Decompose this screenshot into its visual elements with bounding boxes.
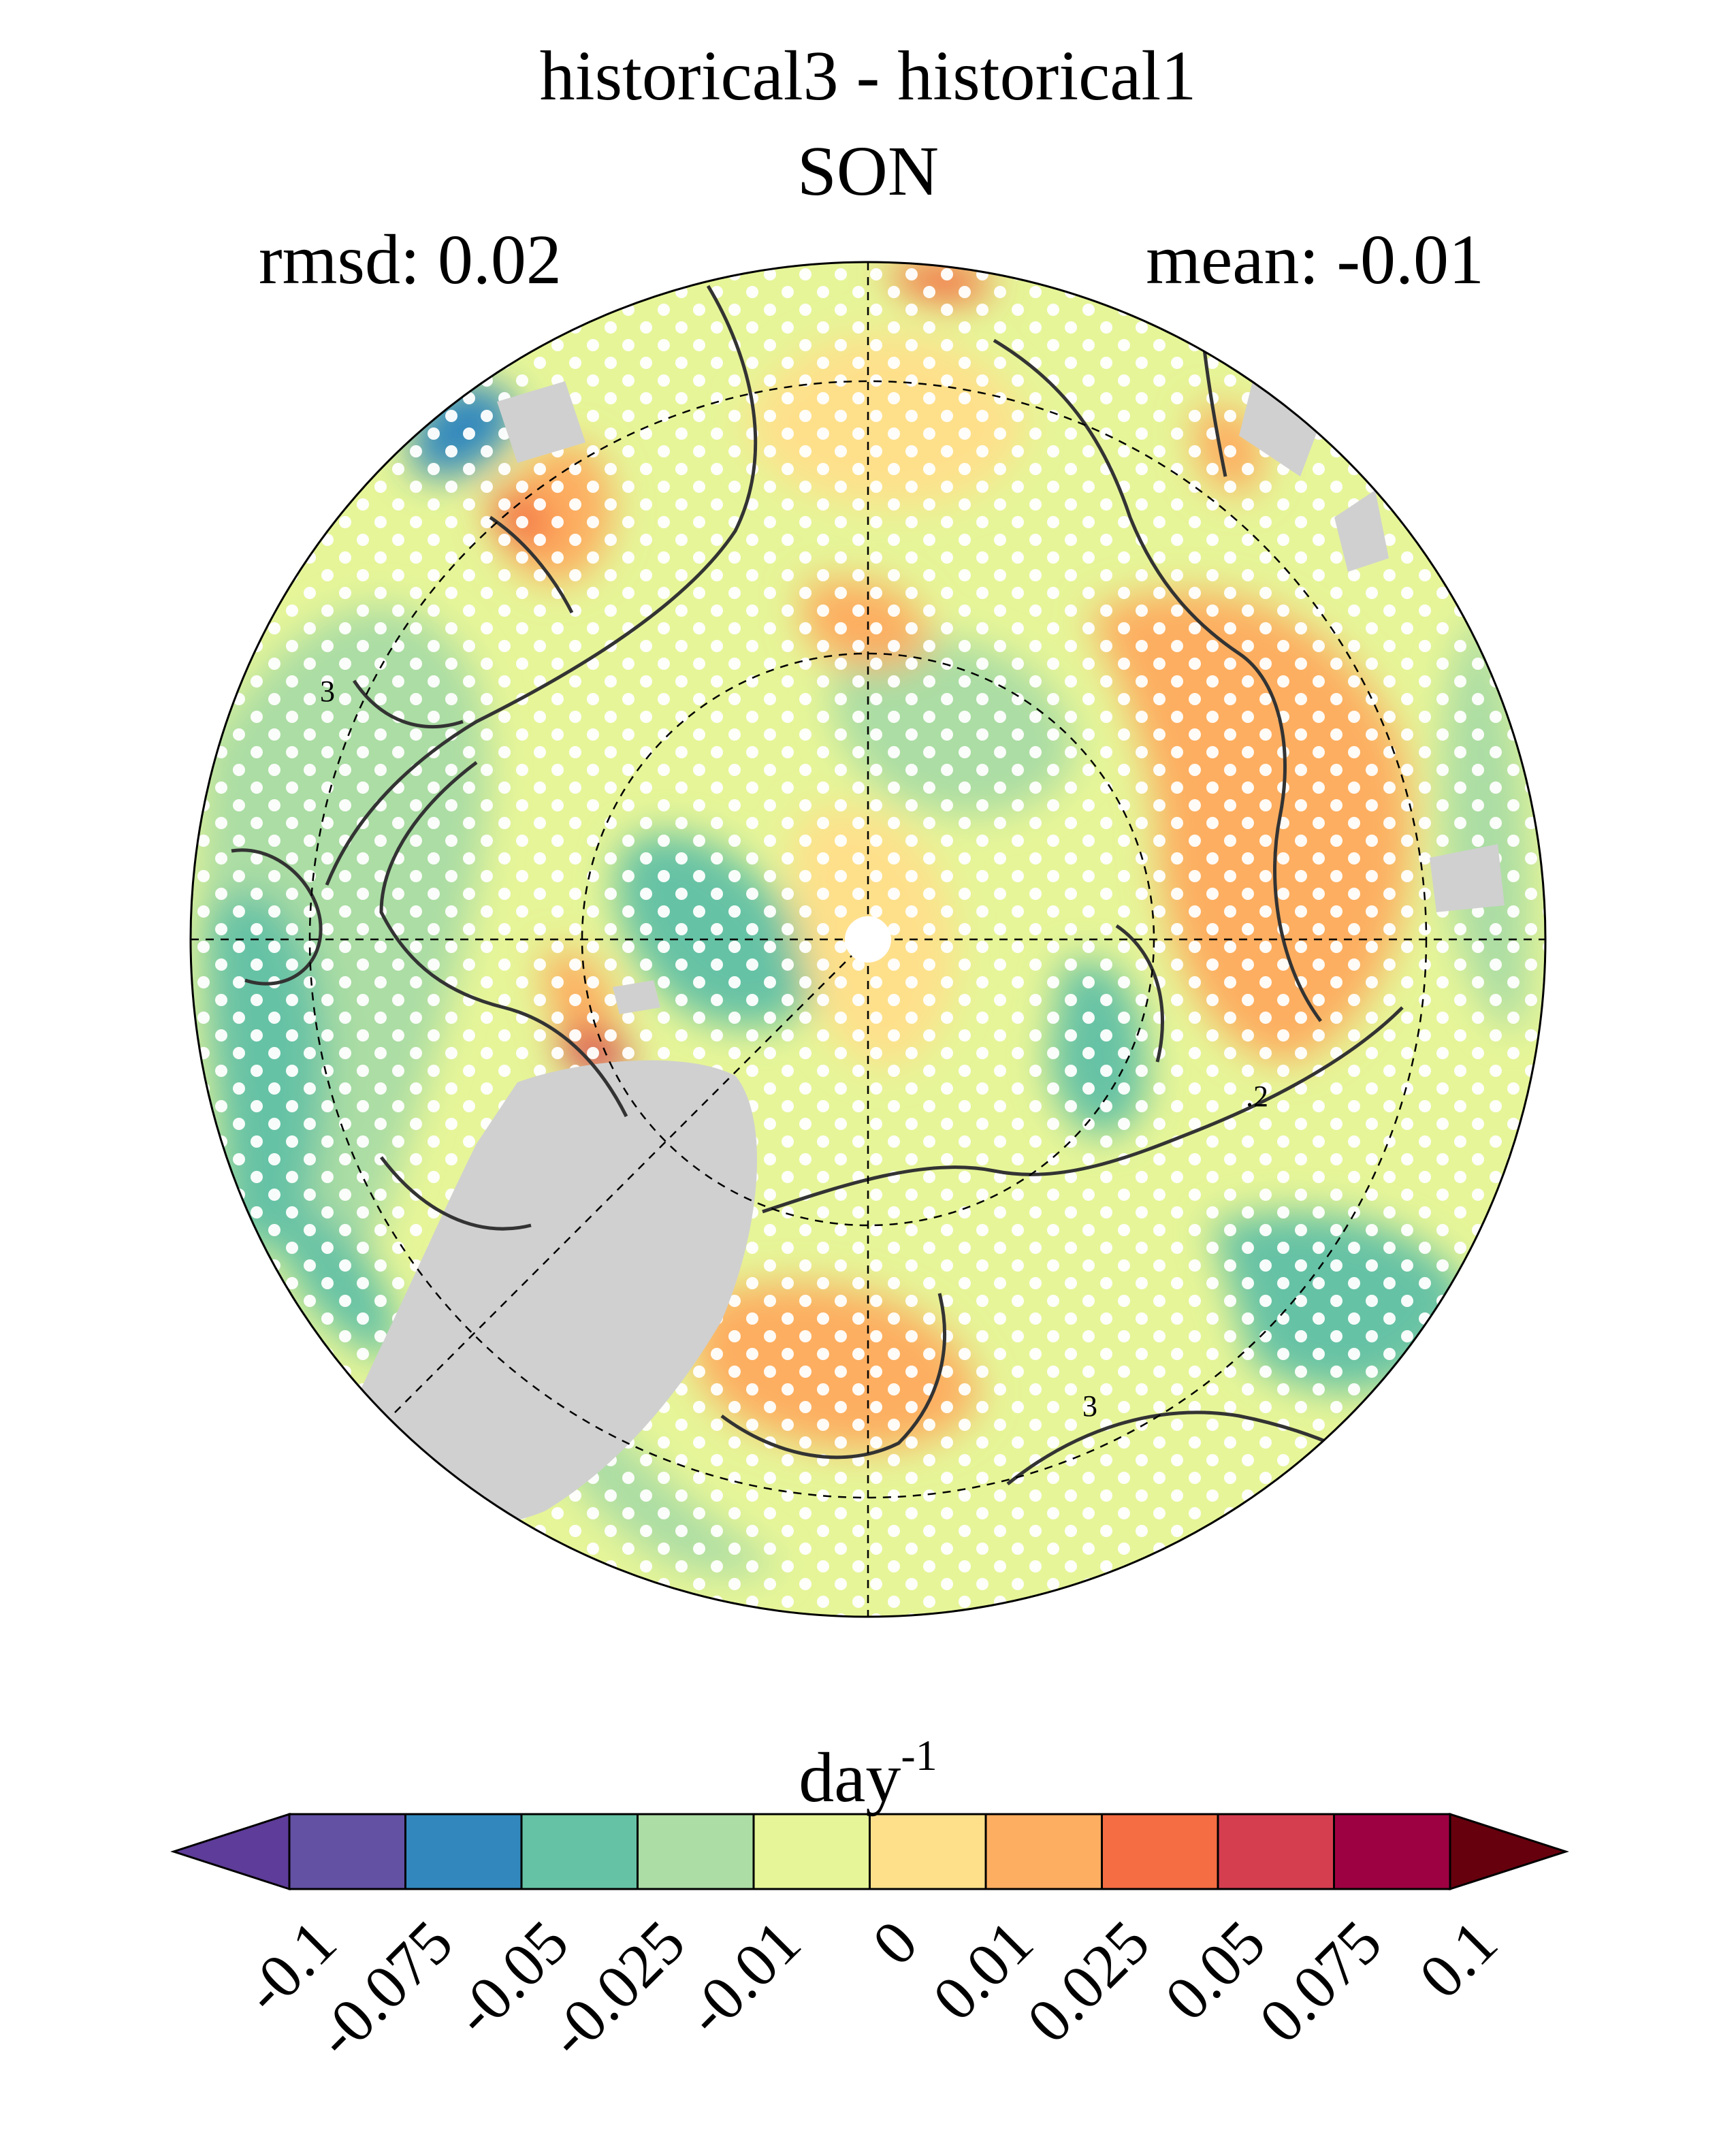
colorbar-swatch [1101,1813,1219,1890]
map-field [191,262,1545,1617]
land-mask-patch [1239,381,1321,477]
colorbar-swatch [404,1813,523,1890]
colorbar-swatch [869,1813,987,1890]
season-subtitle: SON [797,132,939,210]
colorbar-swatch [520,1813,639,1890]
land-mask-patch [497,381,585,463]
units-exponent: -1 [901,1731,937,1779]
colorbar-extend-low [170,1812,291,1891]
contour-label: 3 [320,675,335,708]
colorbar-units: day-1 [0,1734,1736,1813]
coastlines [231,262,1417,1499]
land-mask-patch [1334,490,1389,572]
pole-marker [845,916,891,963]
colorbar-extend-high [1449,1812,1569,1891]
colorbar-swatch [752,1813,871,1890]
colorbar-swatch [637,1813,755,1890]
land-mask-patch [613,980,660,1014]
land-mask-greenland [313,1060,758,1530]
mean-label: mean: -0.01 [1146,221,1484,299]
colorbar [170,1812,1569,1891]
land-mask-patch [1430,844,1505,912]
colorbar-swatch [1333,1813,1451,1890]
colorbar-swatch [288,1813,406,1890]
plot-title: historical3 - historical1 [539,37,1197,115]
units-base: day [799,1739,901,1817]
colorbar-swatch [984,1813,1103,1890]
contour-label: .2 [1246,1080,1268,1113]
contour-label: 3 [1082,1389,1097,1423]
map-boundary [189,261,1547,1618]
colorbar-swatch [1217,1813,1335,1890]
rmsd-label: rmsd: 0.02 [259,221,562,299]
